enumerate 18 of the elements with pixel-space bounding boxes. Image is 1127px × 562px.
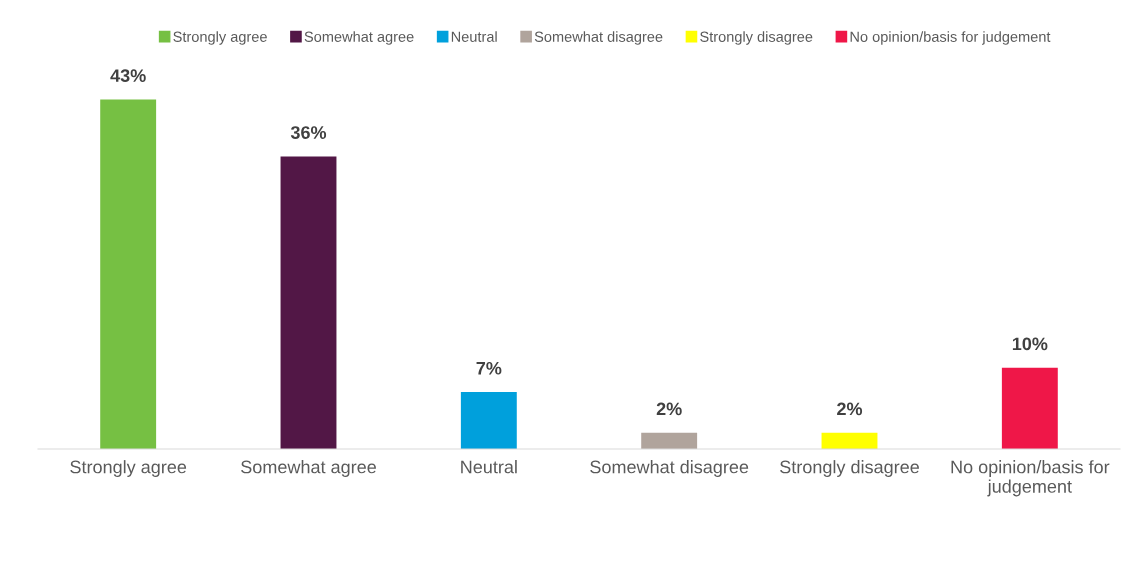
legend-label: No opinion/basis for judgement [850,31,1051,45]
data-label: 2% [656,402,682,416]
legend-label: Neutral [451,31,497,42]
data-label: 7% [476,361,502,375]
x-tick-label: Somewhat agree [241,460,376,477]
data-label: 2% [837,402,863,416]
data-label: 43% [110,69,146,83]
x-tick-label: Somewhat disagree [590,460,749,477]
x-tick-label: Strongly disagree [780,460,919,477]
data-label: 10% [1012,337,1048,351]
x-tick-label: Strongly agree [70,460,187,477]
legend-label: Strongly disagree [700,31,813,45]
legend-label: Strongly agree [173,31,267,45]
x-tick-label: No opinion/basis for judgement [951,460,1110,497]
x-tick-label: Neutral [461,460,517,474]
legend-label: Somewhat disagree [534,31,663,45]
legend-label: Somewhat agree [304,31,414,45]
data-label: 36% [290,126,327,139]
